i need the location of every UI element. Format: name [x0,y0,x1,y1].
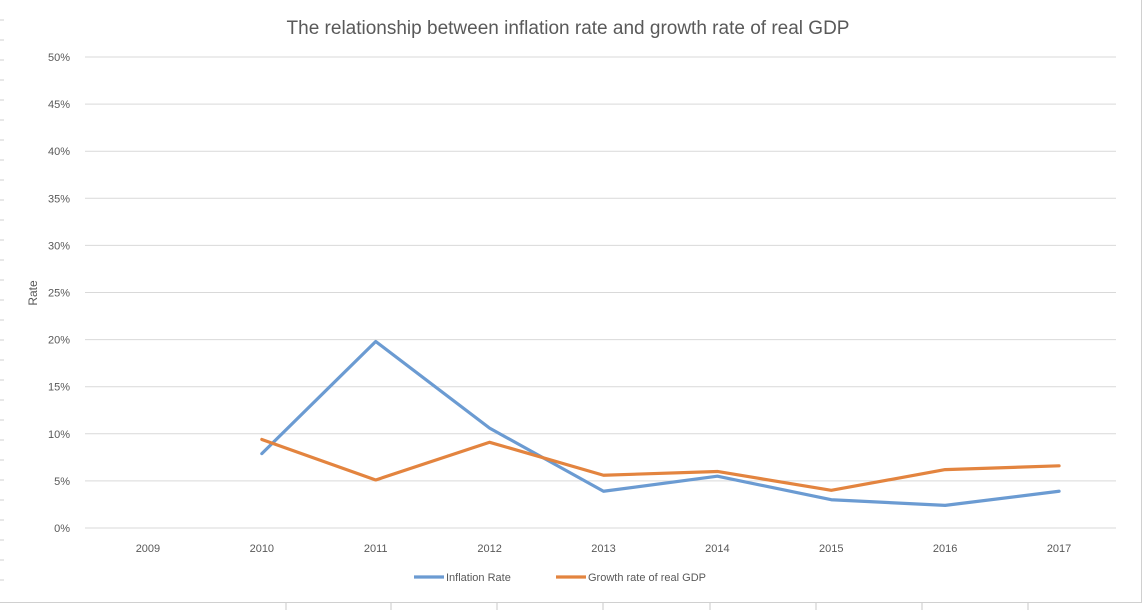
x-tick-label: 2011 [364,543,388,555]
y-tick-label: 35% [48,193,70,205]
x-tick-label: 2015 [819,543,843,555]
y-tick-label: 50% [48,52,70,64]
y-tick-label: 40% [48,146,70,158]
y-tick-label: 25% [48,288,70,300]
chart-title: The relationship between inflation rate … [287,18,850,39]
y-tick-label: 0% [54,523,70,535]
y-axis-label: Rate [26,280,40,306]
x-tick-label: 2014 [705,543,729,555]
x-tick-label: 2010 [250,543,274,555]
legend-label: Inflation Rate [446,572,511,584]
series-line-0 [260,339,1061,507]
y-tick-label: 30% [48,240,70,252]
y-tick-label: 10% [48,429,70,441]
x-tick-label: 2012 [477,543,501,555]
x-tick-label: 2013 [591,543,615,555]
x-tick-label: 2009 [136,543,160,555]
series-line-1 [260,437,1061,492]
y-tick-label: 20% [48,335,70,347]
x-tick-label: 2016 [933,543,957,555]
legend-label: Growth rate of real GDP [588,572,706,584]
y-tick-label: 15% [48,382,70,394]
y-tick-label: 5% [54,476,70,488]
x-tick-label: 2017 [1047,543,1071,555]
y-tick-label: 45% [48,99,70,111]
